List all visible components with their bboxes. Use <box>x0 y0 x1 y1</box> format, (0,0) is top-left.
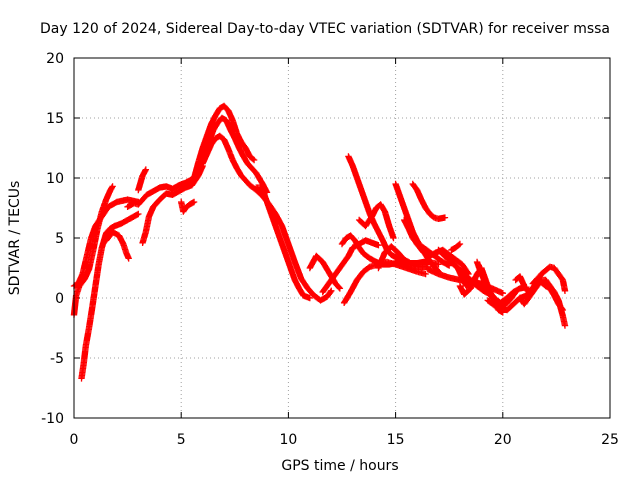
data-point-marks <box>102 228 132 262</box>
series-track-34 <box>529 275 567 314</box>
data-point-marks <box>135 166 150 194</box>
data-point-marks <box>319 237 382 296</box>
data-marks <box>70 102 569 382</box>
series-track-07 <box>135 166 150 194</box>
series-track-14 <box>319 237 382 296</box>
grid <box>74 58 610 418</box>
y-tick-label: 5 <box>55 231 64 247</box>
series-track-11 <box>199 132 335 304</box>
series-track-30 <box>478 282 530 306</box>
series-track-17 <box>345 153 410 266</box>
series-track-04 <box>102 228 132 262</box>
y-tick-label: 20 <box>46 51 64 67</box>
tick-labels: 0 5 10 15 20 25 -10 -5 0 5 10 15 20 <box>41 51 619 448</box>
x-tick-label: 0 <box>70 432 79 448</box>
y-tick-label: -10 <box>41 411 64 427</box>
data-point-marks <box>478 282 530 306</box>
x-tick-label: 25 <box>601 432 619 448</box>
y-tick-label: -5 <box>50 351 64 367</box>
series-track-22 <box>409 180 449 222</box>
plot-frame <box>73 57 611 419</box>
data-point-marks <box>345 153 410 266</box>
data-point-marks <box>178 198 198 215</box>
y-tick-label: 0 <box>55 291 64 307</box>
y-tick-label: 15 <box>46 111 64 127</box>
data-point-marks <box>124 176 196 210</box>
data-point-marks <box>199 132 335 304</box>
data-point-marks <box>448 240 464 254</box>
series-track-05 <box>124 176 196 210</box>
data-point-marks <box>409 180 449 222</box>
series-track-08 <box>178 198 198 215</box>
x-tick-label: 20 <box>494 432 512 448</box>
x-axis-label: GPS time / hours <box>281 458 398 474</box>
data-point-marks <box>355 201 397 242</box>
data-point-marks <box>78 210 142 382</box>
series-track-18 <box>355 201 397 242</box>
x-tick-label: 10 <box>279 432 297 448</box>
x-tick-label: 15 <box>387 432 405 448</box>
y-axis-label: SDTVAR / TECUs <box>7 181 23 296</box>
y-tick-label: 10 <box>46 171 64 187</box>
series-track-12 <box>253 184 314 302</box>
x-tick-label: 5 <box>177 432 186 448</box>
series-track-27 <box>448 240 464 254</box>
data-point-marks <box>529 275 567 314</box>
series-track-03 <box>78 210 142 382</box>
chart-title: Day 120 of 2024, Sidereal Day-to-day VTE… <box>40 21 610 37</box>
data-point-marks <box>253 184 314 302</box>
